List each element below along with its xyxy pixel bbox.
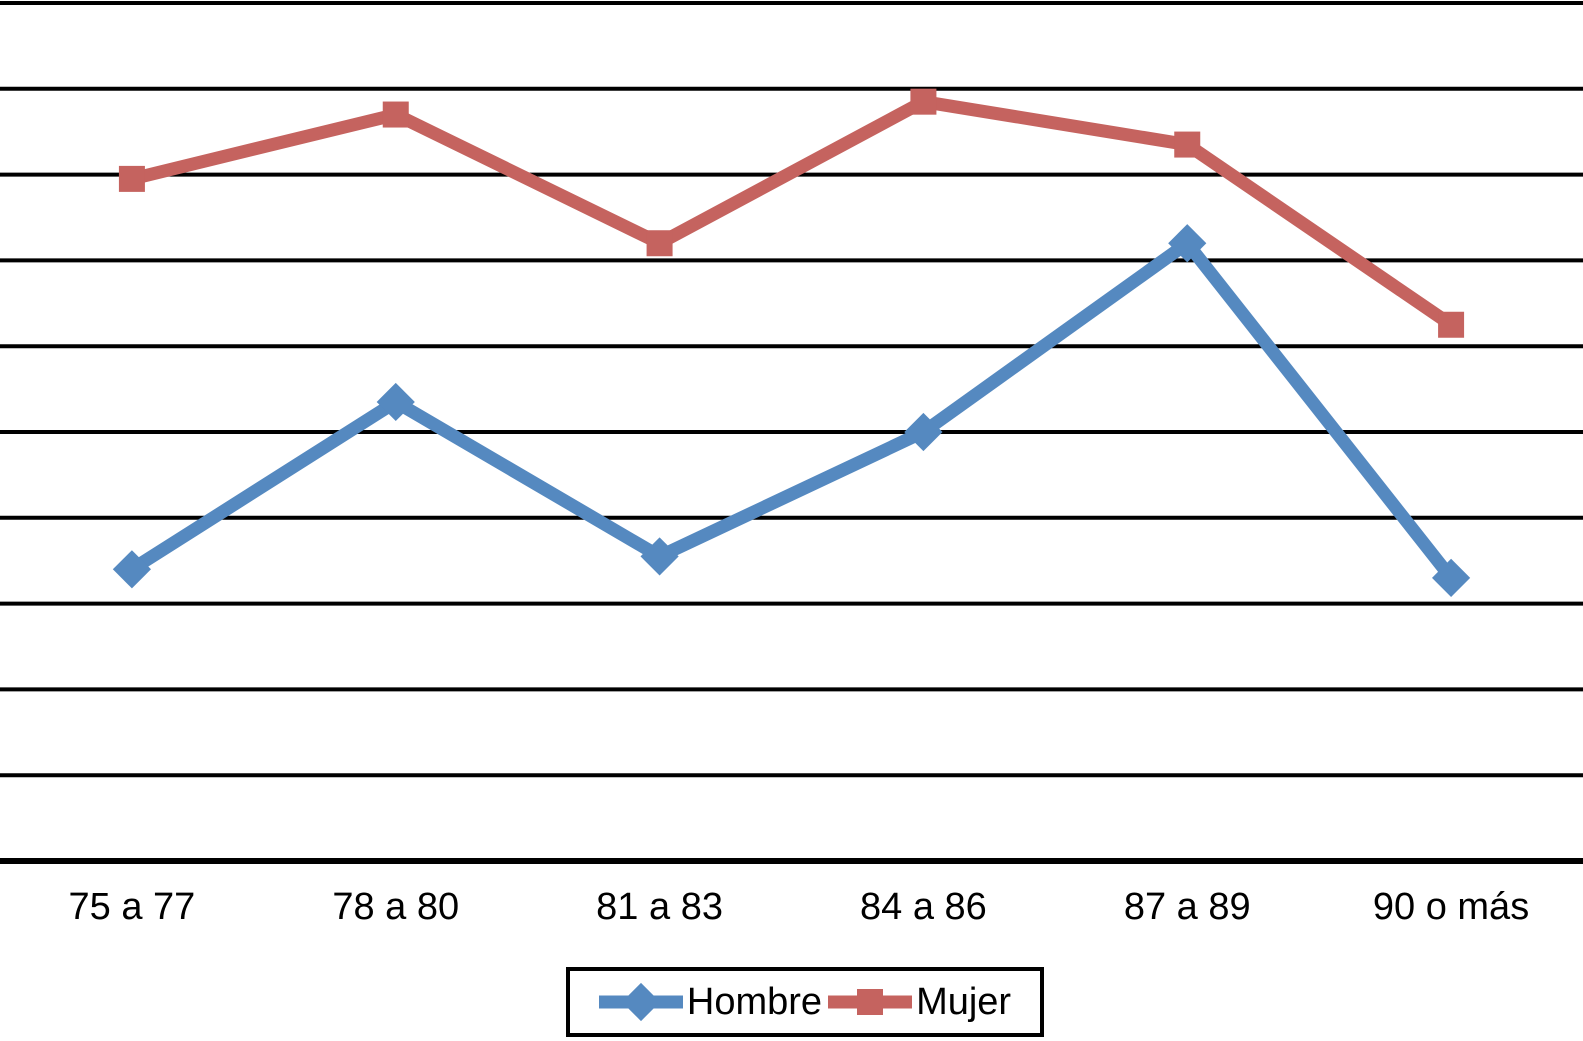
legend-label-mujer: Mujer bbox=[916, 980, 1012, 1023]
square-marker-mujer bbox=[646, 230, 673, 257]
legend-item-mujer: Mujer bbox=[828, 980, 1011, 1024]
legend-label-hombre: Hombre bbox=[686, 980, 823, 1023]
x-axis-label: 75 a 77 bbox=[68, 886, 196, 928]
diamond-marker-hombre bbox=[1168, 224, 1207, 263]
x-axis-label: 84 a 86 bbox=[860, 886, 987, 928]
square-marker-mujer bbox=[1438, 311, 1465, 338]
series-line-mujer bbox=[130, 94, 1455, 331]
diamond-marker-hombre bbox=[640, 537, 679, 576]
square-marker-mujer bbox=[910, 88, 937, 115]
diamond-marker-hombre bbox=[1431, 558, 1471, 597]
x-axis-label: 81 a 83 bbox=[596, 886, 723, 928]
diamond-marker-hombre bbox=[904, 412, 943, 452]
square-marker-mujer bbox=[1174, 131, 1201, 158]
chart-legend: Hombre Mujer bbox=[566, 967, 1044, 1037]
x-axis-label: 78 a 80 bbox=[332, 886, 460, 928]
legend-item-hombre: Hombre bbox=[598, 980, 823, 1024]
legend-sample-diamond-marker bbox=[621, 982, 660, 1022]
legend-sample-square-marker bbox=[857, 989, 884, 1015]
square-marker-mujer bbox=[118, 165, 145, 192]
series-line-hombre bbox=[128, 234, 1457, 582]
x-axis-label: 87 a 89 bbox=[1123, 886, 1251, 928]
chart-plot-area bbox=[0, 1, 1583, 864]
diamond-marker-hombre bbox=[376, 382, 415, 422]
square-marker-mujer bbox=[382, 101, 409, 128]
legend-marker-mujer-icon bbox=[828, 989, 913, 1015]
x-axis-label: 90 o más bbox=[1372, 886, 1530, 928]
legend-marker-hombre-icon bbox=[598, 982, 683, 1022]
x-axis-labels: 75 a 77 78 a 80 81 a 83 84 a 86 87 a 89 … bbox=[0, 886, 1583, 928]
